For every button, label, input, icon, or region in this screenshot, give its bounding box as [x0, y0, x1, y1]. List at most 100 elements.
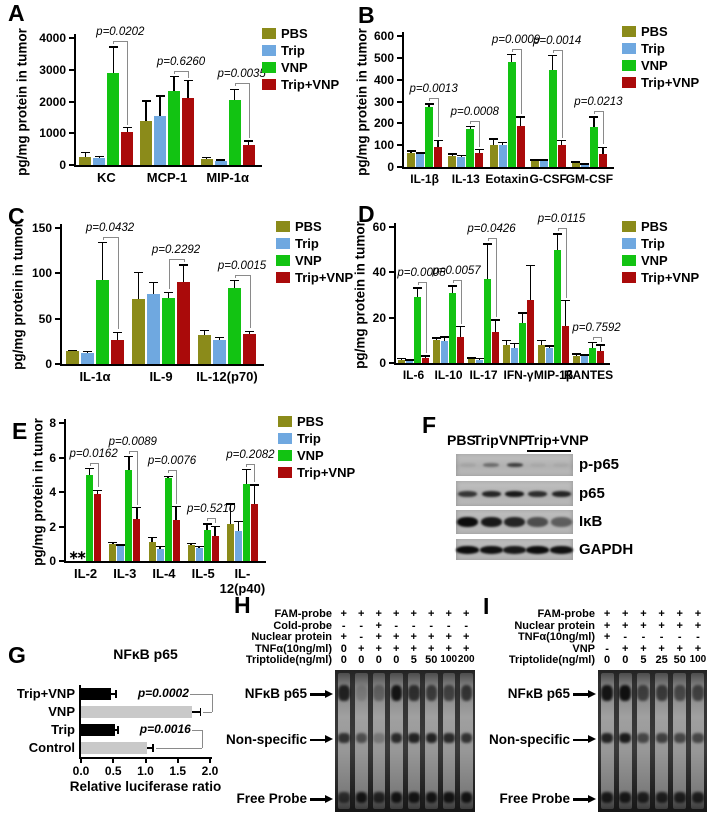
condition-symbol: - [359, 631, 364, 643]
bracket-line [176, 470, 177, 504]
condition-symbol: 0 [340, 642, 347, 655]
condition-symbol: + [340, 631, 347, 643]
condition-symbol: - [359, 619, 364, 632]
bar [81, 742, 147, 754]
bracket-line [552, 49, 562, 51]
error-bar [529, 265, 532, 300]
blot-strip [456, 454, 573, 476]
error-bar-cap [557, 139, 567, 142]
legend-label: VNP [295, 253, 322, 268]
blot-band [457, 517, 479, 527]
y-tick-label: 6 [49, 450, 56, 465]
blot-band [503, 545, 526, 554]
x-tick [209, 759, 211, 763]
y-tick [69, 68, 74, 71]
error-bar-cap [164, 291, 173, 294]
category-label: Trip+VNP [16, 686, 75, 701]
condition-symbol: + [603, 619, 611, 632]
y-axis [64, 419, 66, 561]
condition-symbol: + [658, 642, 665, 655]
bracket-line [234, 83, 236, 87]
error-bar [214, 526, 216, 536]
bracket-line [487, 238, 496, 239]
category-label: IL-1α [79, 369, 111, 384]
band-arrow [310, 693, 326, 696]
error-bar [424, 356, 427, 359]
bar [407, 152, 416, 167]
bar [516, 125, 525, 167]
x-tick-label: 2.0 [201, 764, 219, 778]
y-axis-label: pg/mg protein in tumor [10, 222, 26, 370]
bar [154, 115, 166, 165]
gel-band [355, 792, 367, 804]
bracket-line [201, 730, 203, 748]
panel-label-h: H [234, 592, 251, 618]
error-bar [205, 157, 208, 160]
gel-band [443, 684, 455, 701]
gel-band [601, 792, 614, 804]
error-bar-cap [233, 520, 243, 523]
bar [562, 325, 569, 363]
error-bar [187, 80, 189, 99]
error-bar-cap [93, 489, 103, 492]
error-bar [116, 332, 119, 340]
y-tick-label: 50 [38, 311, 52, 326]
error-bar-cap [98, 241, 107, 244]
legend-label: Trip+VNP [297, 465, 356, 480]
bar [86, 474, 94, 561]
legend-label: VNP [641, 253, 668, 268]
error-bar-cap [245, 330, 254, 333]
error-bar [203, 330, 206, 335]
bracket-line [234, 274, 236, 278]
band-arrow [573, 738, 589, 742]
category-label: IL-6 [402, 368, 425, 382]
bar [489, 144, 498, 167]
gel-band [373, 684, 385, 701]
condition-symbol: - [623, 631, 628, 643]
band-arrow [310, 798, 326, 801]
bar-chart-c: pg/mg protein in tumor 0 50 100 150 IL-1α p=0.… [0, 195, 356, 390]
bar [81, 724, 115, 736]
bar [81, 353, 94, 364]
bar [162, 297, 175, 364]
bracket-line [470, 120, 472, 124]
error-bar-cap [85, 467, 95, 470]
bar [214, 160, 227, 165]
band-arrow [573, 693, 589, 696]
blot-band [526, 545, 550, 554]
condition-label: Nuclear protein [514, 619, 595, 632]
bar [475, 152, 484, 167]
bar [93, 157, 106, 165]
error-bar [451, 285, 454, 293]
error-bar [229, 504, 232, 524]
gel-band [460, 792, 472, 804]
bracket-line [593, 111, 603, 113]
error-bar [564, 300, 567, 326]
gel-band-label: Free Probe [499, 791, 570, 807]
bracket-line [479, 120, 481, 147]
y-tick-label: 3000 [39, 62, 66, 77]
error-bar [593, 117, 595, 128]
bar [164, 478, 172, 561]
x-tick [176, 759, 179, 763]
error-bar-cap [241, 468, 251, 471]
x-tick [144, 759, 147, 763]
panel-label-d: D [358, 201, 375, 227]
legend-label: Trip+VNP [295, 270, 354, 285]
y-tick-label: 8 [49, 416, 56, 430]
error-bar [114, 729, 118, 731]
error-bar [519, 116, 522, 126]
blot-band [527, 517, 549, 527]
bracket-line [174, 70, 188, 72]
panel-a: A pg/mg protein in tumor 0 1000 2000 3000 400… [0, 0, 356, 195]
gel-band [637, 684, 650, 701]
error-bar [599, 344, 602, 351]
bracket-line [249, 274, 251, 329]
error-bar-cap [115, 690, 117, 698]
error-bar-cap [483, 243, 492, 245]
gel-band [425, 684, 437, 701]
bracket-line [557, 227, 559, 231]
error-bar-cap [230, 88, 240, 91]
bar [573, 356, 580, 363]
p-value-label: p=0.0213 [574, 96, 623, 109]
